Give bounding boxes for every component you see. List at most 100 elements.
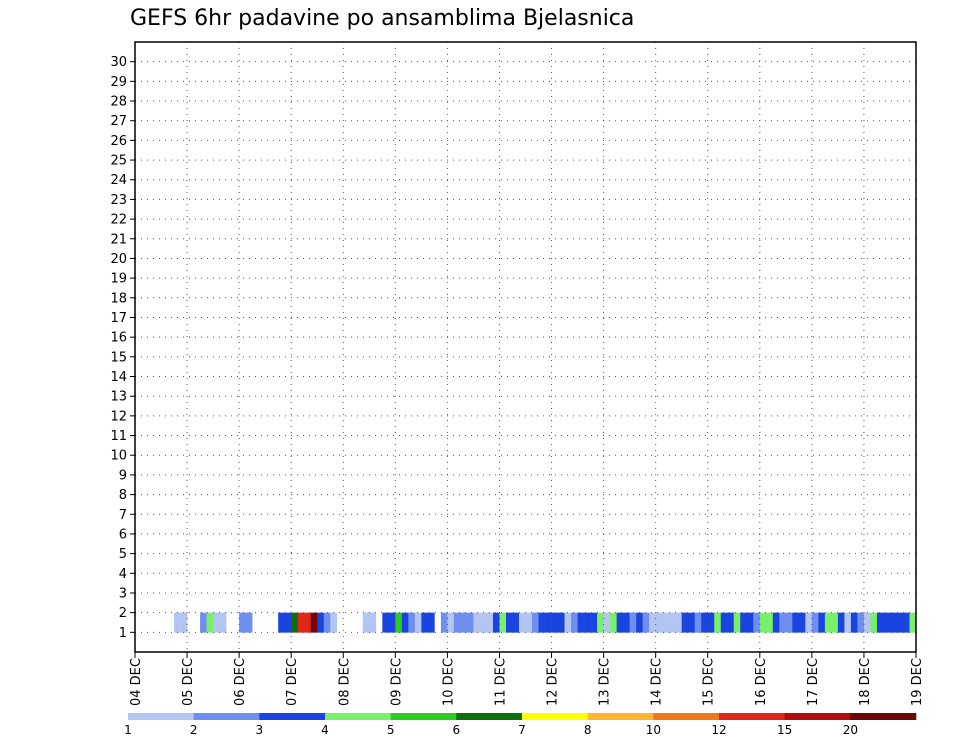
y-tick-label: 8: [119, 488, 127, 503]
heatmap-cell: [512, 612, 520, 633]
heatmap-cell: [616, 612, 624, 633]
heatmap-cell: [668, 612, 676, 633]
heatmap-cell: [180, 612, 188, 633]
y-tick-label: 20: [110, 252, 127, 267]
heatmap-cell: [772, 612, 780, 633]
x-tick-label: 15 DEC: [702, 658, 717, 706]
heatmap-cell: [824, 612, 832, 633]
heatmap-cell: [727, 612, 735, 633]
heatmap-cell: [603, 612, 611, 633]
heatmap-cell: [714, 612, 722, 633]
y-tick-label: 28: [110, 95, 127, 110]
heatmap-cell: [577, 612, 585, 633]
heatmap-cell: [486, 612, 494, 633]
heatmap-cell: [766, 612, 774, 633]
y-tick-label: 23: [110, 193, 127, 208]
heatmap-cell: [323, 612, 331, 633]
x-tick-label: 16 DEC: [754, 658, 769, 706]
plot-area: [135, 42, 916, 652]
heatmap-cell: [219, 612, 227, 633]
heatmap-cell: [551, 612, 559, 633]
heatmap-cell: [792, 612, 800, 633]
heatmap-cell: [571, 612, 578, 633]
heatmap-cell: [798, 612, 806, 633]
colorbar-label: 3: [256, 723, 264, 737]
heatmap-cell: [636, 612, 643, 633]
heatmap-cell: [688, 612, 696, 633]
heatmap-cell: [779, 612, 787, 633]
heatmap-cell: [499, 612, 507, 633]
x-tick-label: 07 DEC: [285, 658, 300, 706]
heatmap-cell: [447, 612, 455, 633]
heatmap-cell: [427, 612, 435, 633]
heatmap-cell: [460, 612, 468, 633]
heatmap-cell: [629, 612, 637, 633]
heatmap-cell: [909, 612, 917, 633]
heatmap-cell: [649, 612, 656, 633]
heatmap-cell: [213, 612, 220, 633]
y-tick-label: 27: [110, 114, 127, 129]
heatmap-cell: [479, 612, 487, 633]
heatmap-cell: [863, 612, 871, 633]
y-tick-label: 15: [110, 350, 127, 365]
heatmap-cell: [545, 612, 552, 633]
heatmap-cell: [720, 612, 728, 633]
y-tick-label: 3: [119, 586, 127, 601]
x-tick-label: 10 DEC: [441, 658, 456, 706]
plot-background: [135, 42, 916, 652]
heatmap-cell: [597, 612, 604, 633]
heatmap-cell: [291, 612, 299, 633]
x-tick-label: 12 DEC: [546, 658, 561, 706]
heatmap-cell: [740, 612, 748, 633]
heatmap-cell: [278, 612, 285, 633]
heatmap-cell: [206, 612, 214, 633]
x-tick-label: 09 DEC: [389, 658, 404, 706]
colorbar-label: 5: [387, 723, 395, 737]
heatmap-cell: [889, 612, 897, 633]
heatmap-cell: [492, 612, 500, 633]
heatmap-cell: [505, 612, 513, 633]
x-tick-label: 04 DEC: [129, 658, 144, 706]
colorbar-segment: [653, 713, 720, 720]
heatmap-cell: [440, 612, 448, 633]
heatmap-cell: [284, 612, 292, 633]
colorbar-segment: [784, 713, 851, 720]
x-tick-label: 11 DEC: [493, 658, 508, 706]
y-tick-label: 12: [110, 409, 127, 424]
heatmap-cells: [174, 612, 917, 633]
y-tick-label: 30: [110, 55, 127, 70]
heatmap-cell: [642, 612, 650, 633]
heatmap-cell: [473, 612, 481, 633]
colorbar-segment: [850, 713, 917, 720]
heatmap-cell: [759, 612, 767, 633]
y-tick-label: 25: [110, 154, 127, 169]
heatmap-cell: [388, 612, 396, 633]
heatmap-cell: [369, 612, 377, 633]
y-tick-label: 2: [119, 606, 127, 621]
colorbar-segment: [587, 713, 654, 720]
colorbar-label: 1: [124, 723, 132, 737]
y-axis-ticks: 1234567891011121314151617181920212223242…: [110, 55, 135, 641]
heatmap-cell: [362, 612, 370, 633]
heatmap-cell: [896, 612, 904, 633]
heatmap-cell: [453, 612, 461, 633]
y-tick-label: 21: [110, 232, 127, 247]
heatmap-cell: [532, 612, 539, 633]
heatmap-cell: [701, 612, 709, 633]
colorbar-segment: [128, 713, 194, 720]
colorbar-label: 4: [321, 723, 329, 737]
x-tick-label: 05 DEC: [181, 658, 196, 706]
plot-frame: [134, 41, 917, 653]
x-tick-label: 17 DEC: [806, 658, 821, 706]
heatmap-cell: [610, 612, 617, 633]
y-tick-label: 4: [119, 567, 127, 582]
colorbar-segment: [456, 713, 523, 720]
heatmap-cell: [538, 612, 546, 633]
heatmap-cell: [883, 612, 891, 633]
heatmap-cell: [518, 612, 526, 633]
heatmap-cell: [395, 612, 403, 633]
colorbar-segment: [719, 713, 785, 720]
colorbar-label: 8: [584, 723, 592, 737]
y-tick-label: 16: [110, 331, 127, 346]
